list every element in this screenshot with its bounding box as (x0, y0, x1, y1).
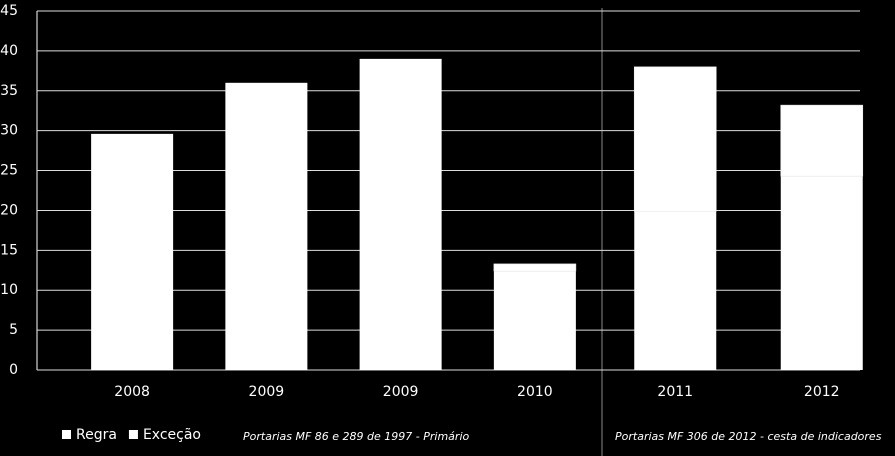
bar-segment (780, 104, 864, 177)
y-tick-label: 20 (0, 202, 18, 218)
y-tick-label: 10 (0, 282, 18, 298)
bar-segment (359, 58, 442, 370)
legend-label: Exceção (143, 427, 201, 443)
bar-segment (634, 211, 717, 370)
legend-label: Regra (76, 427, 117, 443)
annotation: Portarias MF 86 e 289 de 1997 - Primário (243, 430, 470, 443)
y-tick-label: 25 (0, 163, 18, 179)
x-tick-label: 2009 (249, 384, 285, 400)
x-tick-label: 2011 (657, 384, 693, 400)
x-tick-label: 2009 (383, 384, 419, 400)
bar-segment (493, 263, 577, 272)
bar-segment (780, 176, 863, 370)
y-tick-label: 0 (9, 362, 18, 378)
bar-segment (91, 133, 174, 370)
y-tick-label: 30 (0, 123, 18, 139)
y-tick-label: 40 (0, 43, 18, 59)
y-tick-label: 15 (0, 242, 18, 258)
legend-swatch (62, 430, 71, 439)
x-tick-label: 2012 (804, 384, 840, 400)
annotation: Portarias MF 306 de 2012 - cesta de indi… (615, 430, 882, 443)
bar-segment (493, 271, 576, 370)
legend-swatch (128, 430, 138, 439)
y-tick-label: 5 (9, 322, 18, 338)
x-tick-label: 2010 (517, 384, 553, 400)
bar-segment (225, 82, 308, 371)
bar-segment (633, 66, 717, 212)
x-tick-label: 2008 (114, 384, 150, 400)
y-tick-label: 45 (0, 3, 18, 19)
y-tick-label: 35 (0, 83, 18, 99)
